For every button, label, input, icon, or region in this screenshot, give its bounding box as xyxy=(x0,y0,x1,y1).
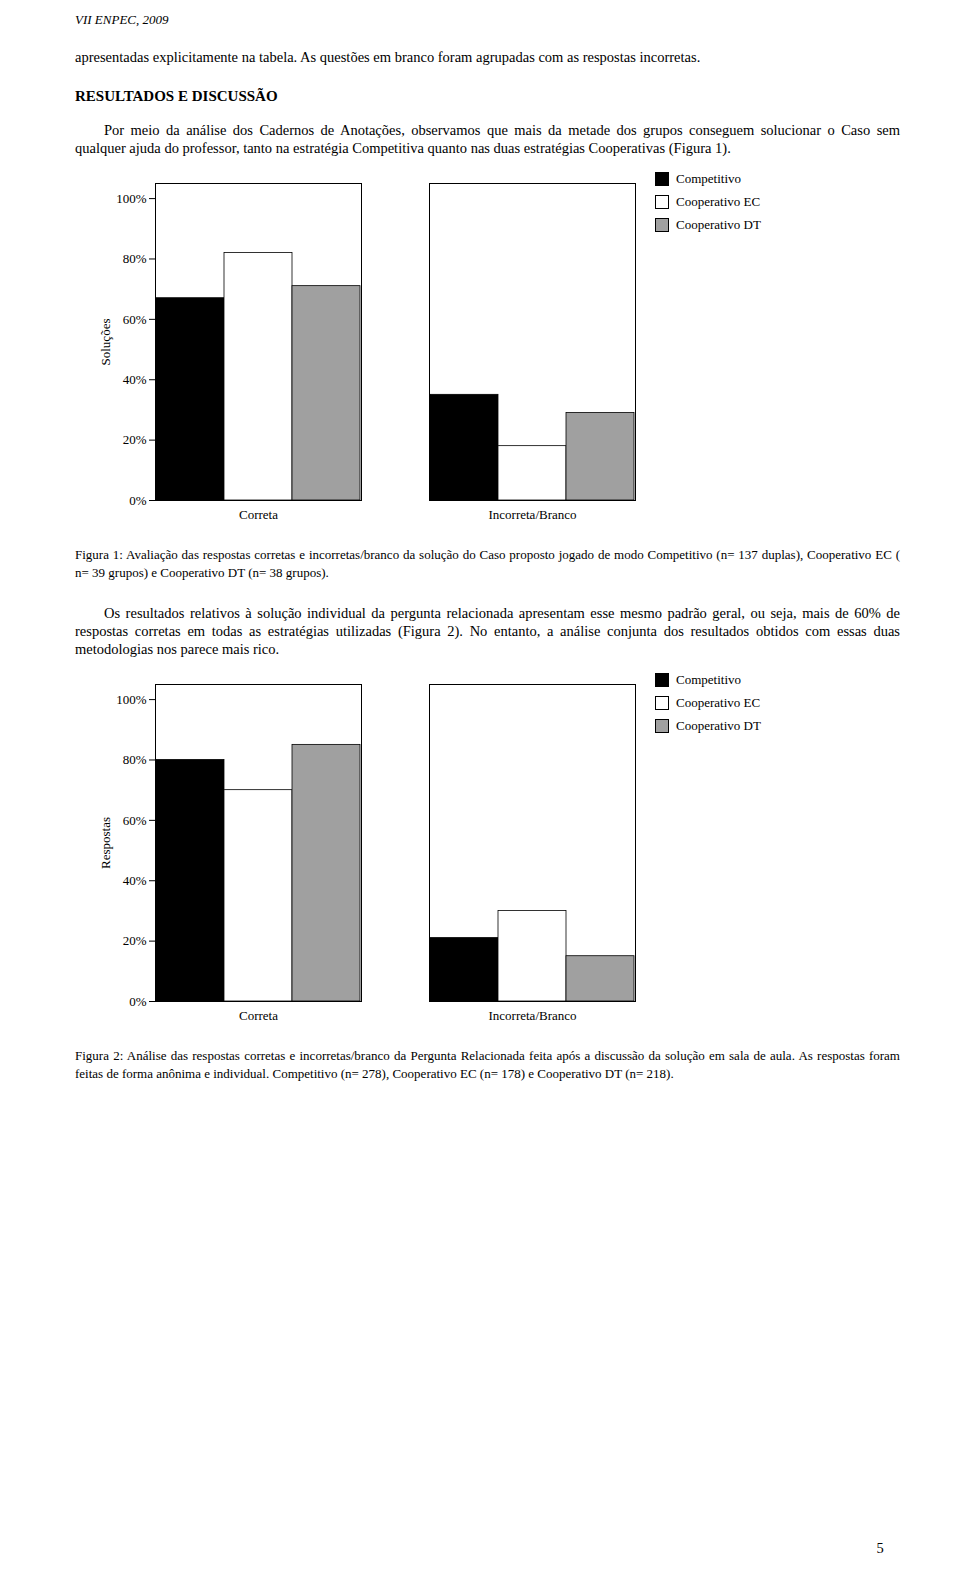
svg-text:60%: 60% xyxy=(123,813,147,828)
svg-text:40%: 40% xyxy=(123,372,147,387)
svg-text:100%: 100% xyxy=(116,692,147,707)
html-text:Competitivo: Competitivo xyxy=(676,171,741,186)
html-text:Os resultados relativos à solu: Os resultados relativos à solução indivi… xyxy=(75,605,900,657)
svg-text:Soluções: Soluções xyxy=(98,319,113,366)
html-text:Cooperativo EC: Cooperativo EC xyxy=(676,695,761,710)
svg-text:Correta: Correta xyxy=(239,1008,278,1023)
svg-text:60%: 60% xyxy=(123,312,147,327)
svg-text:Incorreta/Branco: Incorreta/Branco xyxy=(488,1008,576,1023)
html-text:Por meio da análise dos Cadern: Por meio da análise dos Cadernos de Anot… xyxy=(75,122,900,156)
svg-text:80%: 80% xyxy=(123,251,147,266)
html-text:Competitivo: Competitivo xyxy=(676,672,741,687)
html-text:Cooperativo DT: Cooperativo DT xyxy=(676,718,761,733)
svg-text:20%: 20% xyxy=(123,432,147,447)
svg-text:20%: 20% xyxy=(123,933,147,948)
html-text:5: 5 xyxy=(876,1540,884,1556)
html-text:Figura 1: Avaliação das respos: Figura 1: Avaliação das respostas corret… xyxy=(75,547,900,580)
svg-text:40%: 40% xyxy=(123,873,147,888)
html-text:RESULTADOS E DISCUSSÃO: RESULTADOS E DISCUSSÃO xyxy=(75,88,278,104)
svg-text:Incorreta/Branco: Incorreta/Branco xyxy=(488,507,576,522)
html-text:apresentadas explicitamente na: apresentadas explicitamente na tabela. A… xyxy=(75,49,701,65)
svg-text:80%: 80% xyxy=(123,752,147,767)
html-text:Cooperativo DT: Cooperativo DT xyxy=(676,217,761,232)
svg-text:0%: 0% xyxy=(129,994,147,1009)
svg-text:0%: 0% xyxy=(129,493,147,508)
svg-text:100%: 100% xyxy=(116,191,147,206)
html-text:VII ENPEC, 2009: VII ENPEC, 2009 xyxy=(75,12,169,27)
svg-text:Respostas: Respostas xyxy=(98,817,113,869)
html-text:Figura 2: Análise das resposta: Figura 2: Análise das respostas corretas… xyxy=(75,1048,900,1081)
svg-text:Correta: Correta xyxy=(239,507,278,522)
html-text:Cooperativo EC: Cooperativo EC xyxy=(676,194,761,209)
